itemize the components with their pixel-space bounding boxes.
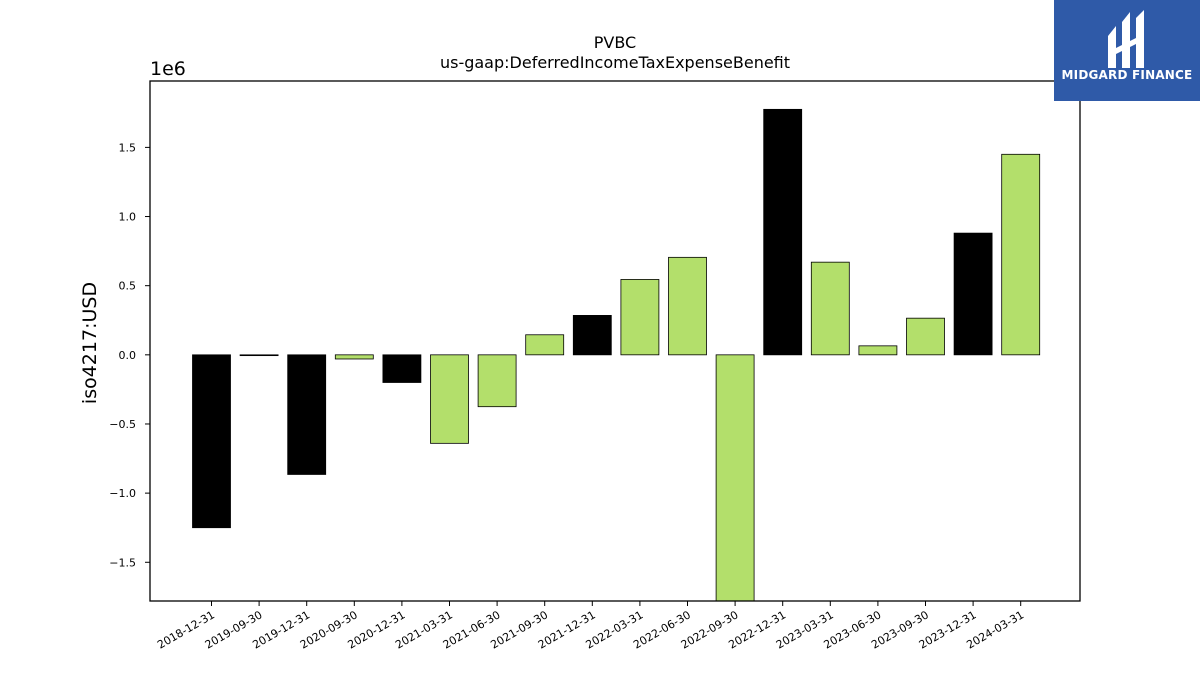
y-tick-label: −1.5 <box>109 556 136 569</box>
y-tick-label: −0.5 <box>109 418 136 431</box>
x-axis-ticks: 2018-12-312019-09-302019-12-312020-09-30… <box>155 601 1026 652</box>
bar-2023-12-31 <box>953 232 993 356</box>
bar-2019-12-31 <box>287 354 327 475</box>
bar-2020-09-30 <box>334 354 374 360</box>
y-offset-label: 1e6 <box>150 58 186 80</box>
y-axis-label: iso4217:USD <box>79 282 101 404</box>
y-tick-label: 1.0 <box>119 211 137 224</box>
bar-2021-09-30 <box>525 334 565 356</box>
bar-2023-09-30 <box>906 317 945 356</box>
bar-2022-12-31 <box>763 108 803 356</box>
plot-frame <box>149 80 1081 602</box>
y-tick-label: 0.0 <box>119 349 137 362</box>
bar-2022-06-30 <box>668 256 707 356</box>
y-tick-label: −1.0 <box>109 487 136 500</box>
bars-group <box>192 108 1041 602</box>
chart-subtitle: us-gaap:DeferredIncomeTaxExpenseBenefit <box>440 53 790 72</box>
bar-2022-09-30 <box>715 354 755 602</box>
bar-2023-06-30 <box>858 345 898 356</box>
bar-2023-03-31 <box>810 261 850 356</box>
brand-name: MIDGARD FINANCE <box>1061 68 1193 82</box>
bar-2018-12-31 <box>192 354 231 529</box>
y-tick-label: 0.5 <box>119 280 137 293</box>
bar-2019-09-30 <box>239 354 279 357</box>
bar-2024-03-31 <box>1001 153 1041 356</box>
y-axis-ticks: −1.5 −1.0 −0.5 0.0 0.5 1.0 1.5 <box>109 141 150 569</box>
bar-2022-03-31 <box>620 279 660 356</box>
midgard-logo-icon <box>1108 10 1144 68</box>
bar-2021-12-31 <box>572 315 612 356</box>
bar-2021-03-31 <box>430 354 469 444</box>
bar-2021-06-30 <box>477 354 517 408</box>
brand-logo: MIDGARD FINANCE <box>1054 0 1200 101</box>
bar-2020-12-31 <box>382 354 422 383</box>
y-tick-label: 1.5 <box>119 141 137 154</box>
chart-title: PVBC <box>594 33 636 52</box>
